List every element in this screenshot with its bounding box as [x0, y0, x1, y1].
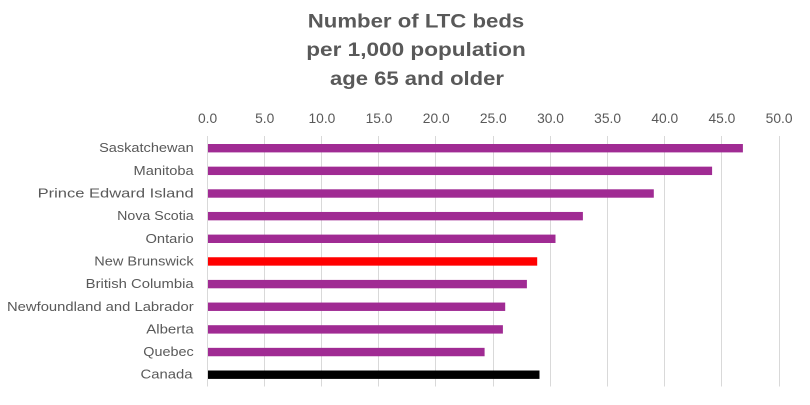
svg-text:Prince Edward Island: Prince Edward Island: [38, 186, 194, 201]
svg-text:New Brunswick: New Brunswick: [94, 253, 194, 268]
svg-text:Quebec: Quebec: [143, 344, 194, 359]
svg-text:age 65 and older: age 65 and older: [330, 69, 505, 90]
svg-text:5.0: 5.0: [255, 111, 275, 126]
svg-text:25.0: 25.0: [480, 111, 507, 126]
svg-text:Saskatchewan: Saskatchewan: [99, 140, 194, 155]
svg-text:10.0: 10.0: [308, 111, 335, 126]
svg-text:15.0: 15.0: [366, 111, 393, 126]
svg-text:Ontario: Ontario: [146, 231, 194, 246]
svg-text:45.0: 45.0: [708, 111, 735, 126]
svg-text:per 1,000 population: per 1,000 population: [306, 40, 526, 61]
svg-text:35.0: 35.0: [594, 111, 621, 126]
svg-text:British Columbia: British Columbia: [86, 276, 195, 291]
svg-text:Nova Scotia: Nova Scotia: [117, 208, 194, 223]
svg-text:20.0: 20.0: [423, 111, 450, 126]
svg-text:Newfoundland and Labrador: Newfoundland and Labrador: [7, 299, 194, 314]
svg-text:Number of LTC beds: Number of LTC beds: [308, 11, 525, 32]
svg-text:0.0: 0.0: [198, 111, 218, 126]
svg-text:Canada: Canada: [141, 367, 194, 382]
svg-text:50.0: 50.0: [766, 111, 793, 126]
svg-text:30.0: 30.0: [537, 111, 564, 126]
svg-text:Alberta: Alberta: [146, 321, 194, 336]
svg-text:40.0: 40.0: [651, 111, 678, 126]
svg-text:Manitoba: Manitoba: [134, 163, 195, 178]
